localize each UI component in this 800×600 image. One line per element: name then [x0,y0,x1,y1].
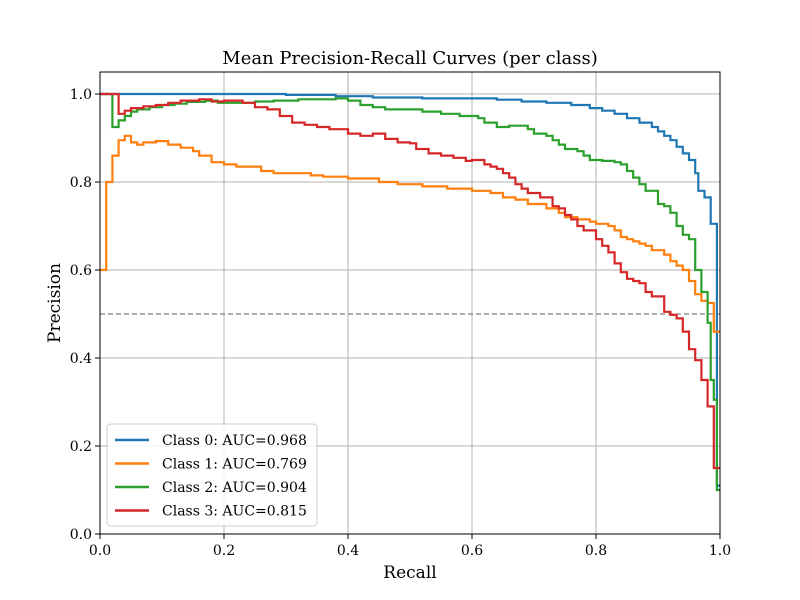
x-tick-label: 0.6 [461,543,483,559]
y-tick-label: 1.0 [70,87,92,103]
series-curves [100,92,720,492]
x-tick-label: 0.8 [585,543,607,559]
legend-box [106,423,318,527]
legend-label-class-3: Class 3: AUC=0.815 [162,504,307,520]
plot-frame [99,71,721,535]
y-tick-label: 0.6 [70,263,92,279]
legend-label-class-2: Class 2: AUC=0.904 [162,480,307,496]
x-tick-label: 0.4 [337,543,359,559]
y-tick-label: 0.4 [70,351,92,367]
series-line-class-1 [100,134,720,333]
x-tick-label: 1.0 [709,543,731,559]
x-tick-label: 0.0 [89,543,111,559]
x-axis-label: Recall [383,563,436,583]
y-tick-label: 0.8 [70,175,92,191]
series-line-class-2 [100,92,720,492]
x-tick-label: 0.2 [213,543,235,559]
legend-label-class-0: Class 0: AUC=0.968 [162,433,307,449]
chart-title: Mean Precision-Recall Curves (per class) [222,48,597,69]
legend-entries: Class 0: AUC=0.968 Class 1: AUC=0.769 Clas… [115,433,307,520]
x-tick-labels: 0.0 0.2 0.4 0.6 0.8 1.0 [89,543,731,559]
axis-ticks [95,93,721,539]
series-line-class-0 [100,92,720,487]
series-line-class-3 [100,92,720,470]
legend: Class 0: AUC=0.968 Class 1: AUC=0.769 Clas… [106,423,318,527]
y-tick-label: 0.2 [70,439,92,455]
legend-label-class-1: Class 1: AUC=0.769 [162,457,307,473]
y-axis-label: Precision [45,263,65,343]
y-tick-labels: 0.0 0.2 0.4 0.6 0.8 1.0 [70,87,92,543]
y-tick-label: 0.0 [70,527,92,543]
